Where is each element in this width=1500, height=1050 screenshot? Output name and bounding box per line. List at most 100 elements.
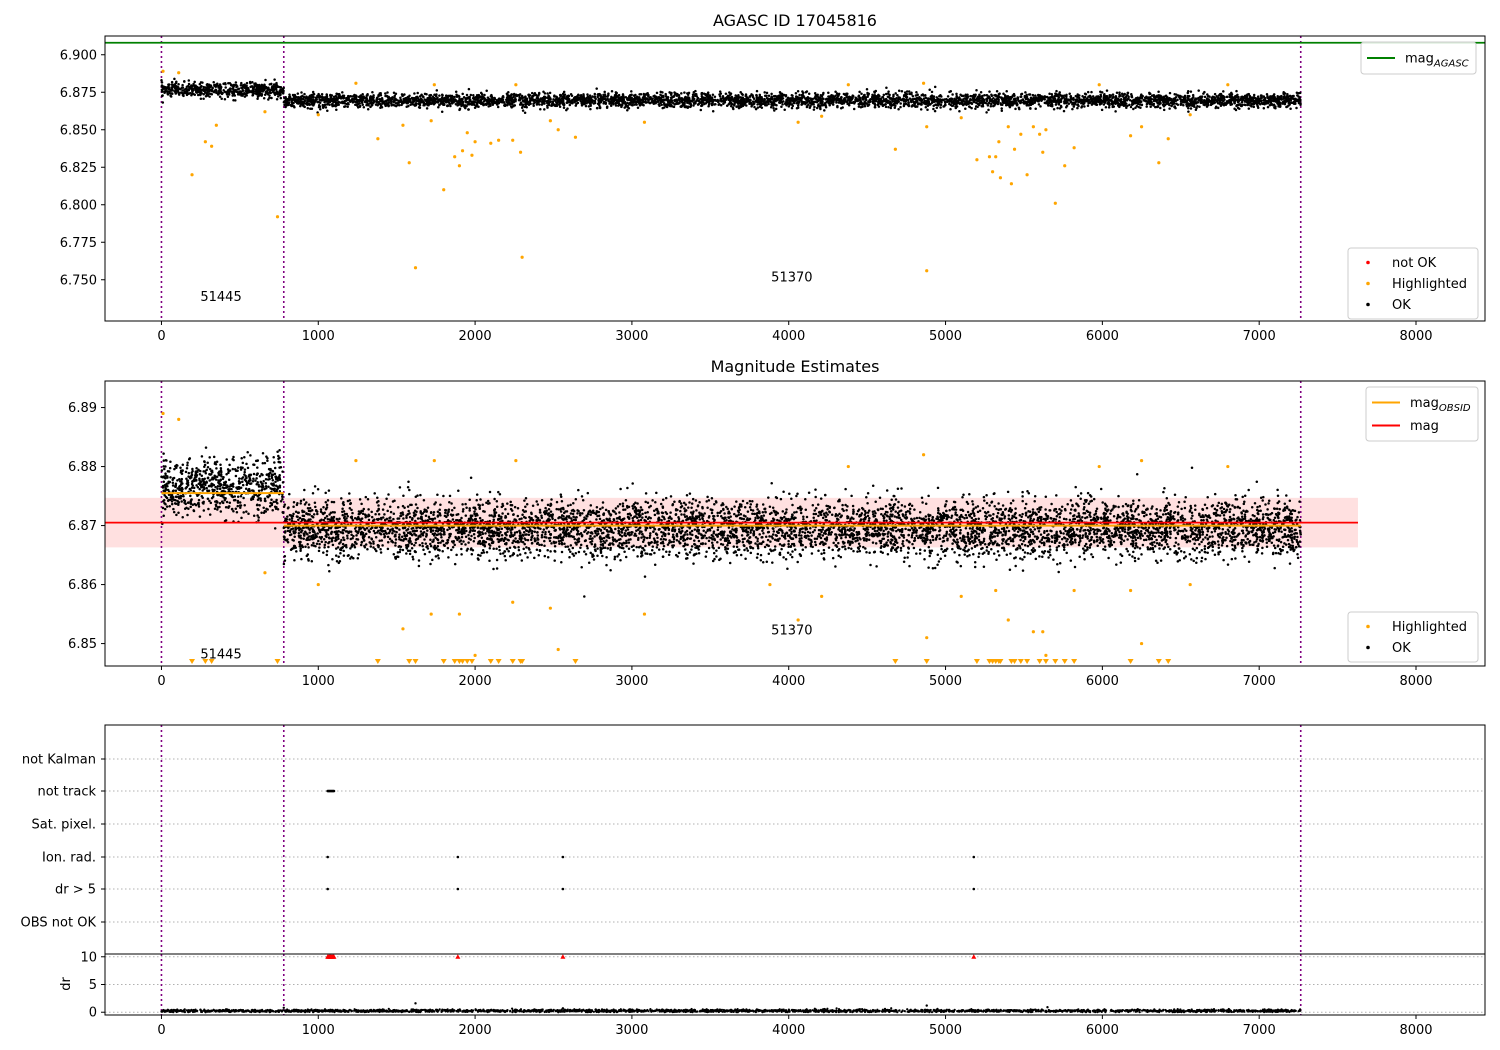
ok-point: [275, 97, 279, 101]
ok-point: [732, 98, 736, 102]
ok-point: [599, 93, 602, 97]
ok-point: [758, 93, 762, 97]
ok-point: [343, 99, 346, 103]
ok-point: [930, 97, 933, 100]
ok-point: [663, 99, 666, 102]
ok-point: [160, 81, 164, 84]
ok-point: [201, 81, 204, 84]
ok-point: [653, 98, 657, 101]
ok-point: [308, 102, 312, 106]
ok-point: [442, 97, 445, 100]
ok-point: [710, 102, 714, 105]
ok-point: [530, 91, 534, 95]
ok-point: [1295, 106, 1298, 110]
ok-point: [465, 104, 468, 108]
ok-point: [245, 81, 249, 85]
ok-point: [1175, 102, 1178, 106]
ok-point: [565, 101, 569, 104]
ok-point: [649, 95, 652, 99]
ok-point: [808, 101, 812, 104]
ok-point: [319, 107, 322, 111]
ok-point: [943, 105, 946, 108]
ok-point: [347, 102, 350, 106]
ok-point: [893, 106, 897, 109]
ok-point: [1255, 98, 1258, 101]
ok-point: [321, 106, 325, 110]
ok-point: [1082, 101, 1086, 105]
ok-point: [206, 82, 209, 86]
ok-point: [568, 103, 572, 107]
ok-point: [170, 83, 174, 86]
ok-point: [181, 83, 184, 87]
ok-point: [228, 89, 232, 92]
ok-point: [428, 97, 432, 100]
ok-point: [177, 83, 180, 86]
ok-point: [864, 96, 868, 99]
ok-point: [1282, 92, 1286, 96]
ok-point: [1213, 92, 1217, 96]
ok-point: [746, 100, 749, 103]
ok-point: [1260, 94, 1263, 97]
ok-point: [767, 102, 770, 106]
ok-point: [1283, 101, 1287, 104]
ok-point: [824, 106, 828, 109]
ok-point: [1285, 94, 1289, 98]
ok-point: [1188, 95, 1191, 98]
ok-point: [531, 98, 534, 101]
ok-point: [417, 106, 421, 109]
ok-point: [967, 100, 970, 104]
ok-point: [269, 91, 273, 95]
ok-point: [247, 89, 251, 92]
ok-point: [1000, 107, 1003, 110]
ok-point: [173, 83, 177, 86]
ok-point: [755, 89, 759, 93]
ok-point: [873, 102, 877, 106]
ok-point: [819, 107, 822, 111]
ok-point: [1299, 103, 1302, 106]
ok-point: [467, 87, 471, 91]
ok-point: [711, 110, 715, 113]
ok-point: [497, 99, 500, 102]
ok-point: [1108, 93, 1111, 97]
ok-point: [240, 81, 243, 85]
ok-point: [324, 106, 328, 109]
ok-point: [1132, 98, 1136, 102]
ok-point: [720, 100, 723, 103]
ok-point: [208, 95, 211, 98]
ok-point: [288, 95, 291, 99]
ok-point: [1189, 107, 1193, 110]
ok-point: [1265, 102, 1268, 105]
ok-point: [781, 103, 784, 106]
ok-point: [1095, 95, 1098, 98]
ok-point: [1103, 100, 1107, 104]
ok-point: [232, 92, 236, 96]
ok-point: [183, 80, 186, 83]
ok-point: [1035, 96, 1038, 99]
ok-point: [1054, 103, 1058, 106]
ok-point: [1277, 103, 1281, 106]
ok-point: [767, 94, 771, 97]
ok-point: [237, 87, 241, 90]
ok-point: [593, 101, 597, 105]
ok-point: [160, 90, 164, 93]
ok-point: [416, 91, 419, 95]
ok-point: [229, 84, 233, 87]
ok-point: [970, 106, 973, 110]
ok-point: [187, 79, 191, 82]
ok-point: [208, 92, 212, 96]
ok-point: [1063, 94, 1066, 97]
ok-point: [483, 97, 486, 101]
ok-point: [739, 90, 742, 94]
ok-point: [886, 95, 890, 98]
ok-point: [1157, 90, 1160, 94]
ok-point: [839, 98, 843, 101]
ok-point: [1209, 103, 1213, 107]
ok-point: [680, 92, 683, 95]
ok-point: [897, 89, 901, 92]
ok-point: [329, 94, 332, 98]
ok-point: [894, 92, 897, 95]
ok-point: [1239, 104, 1243, 108]
ok-point: [245, 86, 248, 89]
ok-point: [626, 109, 629, 112]
ok-point: [619, 103, 622, 107]
